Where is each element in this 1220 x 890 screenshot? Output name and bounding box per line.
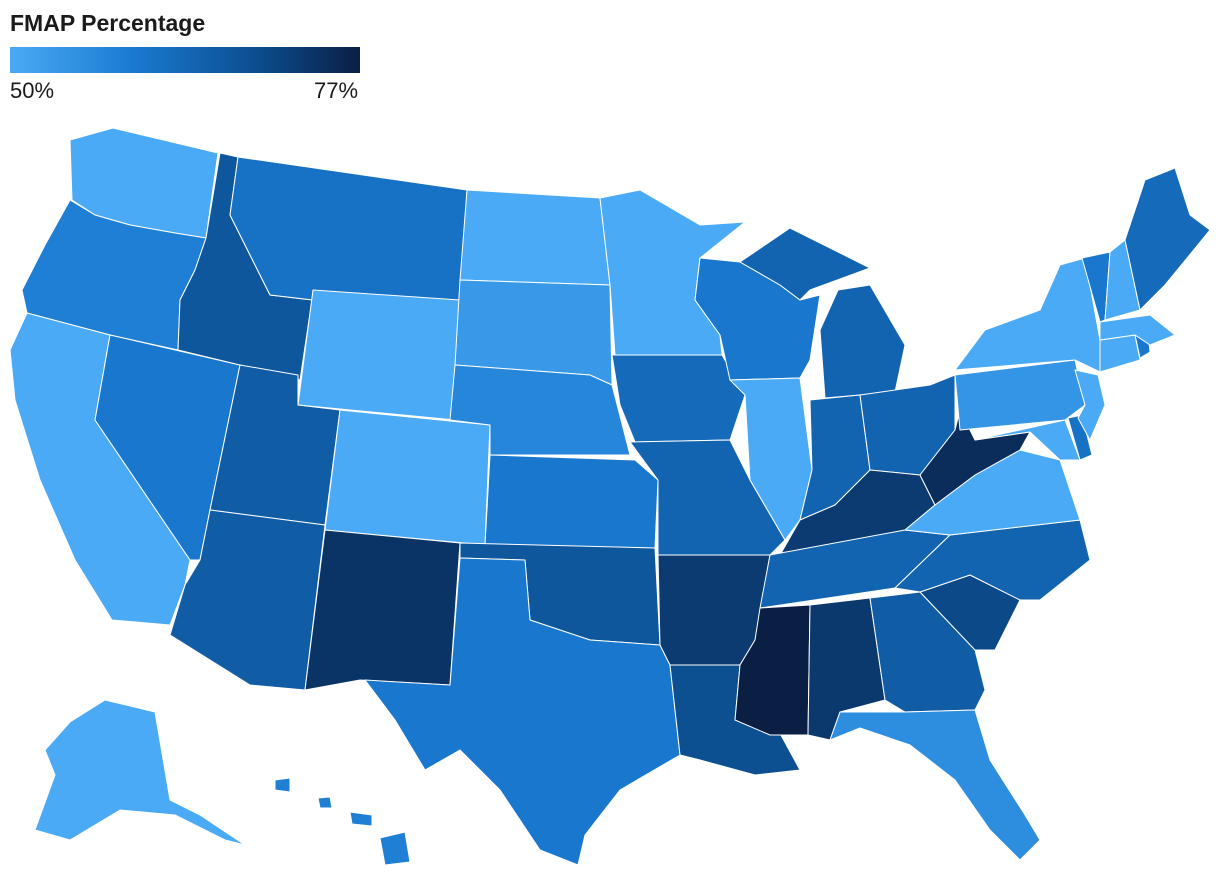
state-HI[interactable] xyxy=(274,777,411,866)
state-CT[interactable] xyxy=(1099,334,1141,373)
legend-title: FMAP Percentage xyxy=(10,10,206,36)
legend-max-label: 77% xyxy=(314,78,359,103)
state-MA[interactable] xyxy=(1099,314,1176,346)
state-MT[interactable] xyxy=(229,156,468,311)
state-IL[interactable] xyxy=(729,377,813,541)
state-PA[interactable] xyxy=(954,359,1086,431)
state-MD[interactable] xyxy=(974,419,1081,461)
state-WY[interactable] xyxy=(297,289,461,421)
state-CO[interactable] xyxy=(324,409,491,546)
state-FL[interactable] xyxy=(829,709,1041,861)
state-NE[interactable] xyxy=(449,364,631,456)
state-DE[interactable] xyxy=(1067,414,1093,461)
state-ND[interactable] xyxy=(459,189,611,286)
legend-color-scale xyxy=(10,47,360,73)
state-AZ[interactable] xyxy=(169,509,326,691)
state-KS[interactable] xyxy=(484,454,659,549)
state-NJ[interactable] xyxy=(1074,369,1106,441)
state-IA[interactable] xyxy=(611,354,746,443)
state-NY[interactable] xyxy=(954,257,1101,373)
state-MO[interactable] xyxy=(629,439,786,556)
state-ME[interactable] xyxy=(1124,167,1211,311)
state-TX[interactable] xyxy=(364,557,681,866)
legend-min-label: 50% xyxy=(10,78,55,103)
state-AK[interactable] xyxy=(34,699,246,846)
state-NM[interactable] xyxy=(304,529,461,691)
